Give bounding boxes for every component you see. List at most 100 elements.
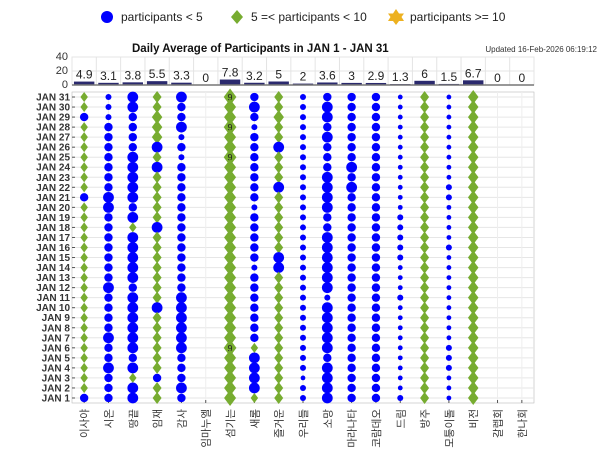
- participant-marker-circle: [397, 104, 403, 110]
- participant-marker-diamond: [420, 201, 430, 214]
- participant-marker-diamond: [420, 291, 430, 304]
- participant-marker-circle: [397, 335, 403, 341]
- participant-marker-circle: [300, 214, 306, 221]
- participant-marker-circle: [104, 223, 113, 232]
- participant-marker-circle: [446, 305, 452, 311]
- participant-marker-diamond: [467, 100, 479, 115]
- participant-marker-diamond: [152, 201, 162, 214]
- participant-marker-circle: [397, 265, 403, 270]
- participant-marker-circle: [371, 313, 381, 322]
- participant-marker-diamond: [80, 102, 88, 113]
- participant-marker-diamond: [420, 381, 430, 394]
- participant-marker-diamond: [467, 140, 479, 155]
- participant-marker-diamond: [224, 189, 237, 206]
- participant-marker-diamond: [80, 382, 88, 393]
- day-label: JAN 2: [42, 383, 71, 394]
- participant-marker-circle: [127, 171, 139, 183]
- participant-marker-diamond: [224, 319, 237, 336]
- legend-diamond-icon: [231, 10, 243, 24]
- participant-marker-circle: [104, 132, 113, 142]
- participant-marker-diamond: [274, 271, 284, 284]
- participant-marker-diamond: [420, 261, 430, 274]
- participant-marker-circle: [371, 383, 381, 393]
- participant-marker-circle: [127, 212, 139, 223]
- participant-marker-diamond: [80, 162, 88, 173]
- participant-marker-circle: [397, 194, 403, 200]
- participant-marker-circle: [371, 203, 381, 212]
- participant-marker-circle: [371, 363, 381, 373]
- participant-marker-diamond: [224, 219, 237, 236]
- participant-marker-circle: [300, 124, 306, 131]
- participant-marker-diamond: [467, 260, 479, 275]
- day-label: JAN 31: [36, 93, 70, 104]
- participant-marker-diamond: [274, 221, 284, 234]
- bar: [244, 82, 265, 85]
- group-label: 모퉁이돌: [444, 409, 456, 448]
- participant-marker-diamond: [224, 269, 237, 286]
- participant-marker-circle: [300, 344, 306, 351]
- participant-marker-circle: [397, 254, 404, 261]
- bar-value-label: 6: [421, 67, 428, 81]
- participant-marker-diamond: [80, 272, 88, 283]
- participant-marker-circle: [397, 124, 403, 130]
- legend: participants < 5 5 =< participants < 10 …: [101, 9, 506, 25]
- participant-marker-circle: [445, 194, 452, 201]
- participant-marker-diamond: [224, 209, 237, 226]
- participant-marker-diamond: [152, 361, 162, 374]
- participant-marker-circle: [397, 365, 403, 371]
- participant-marker-circle: [371, 303, 381, 312]
- participant-marker-diamond: [80, 172, 88, 183]
- participant-marker-circle: [104, 142, 113, 152]
- participant-marker-circle: [371, 153, 381, 162]
- participant-marker-circle: [300, 104, 306, 111]
- participant-marker-diamond: [224, 389, 237, 406]
- participant-marker-circle: [346, 181, 358, 193]
- bar: [219, 79, 241, 85]
- participant-marker-diamond: [152, 251, 162, 264]
- participant-marker-circle: [321, 372, 333, 384]
- participant-marker-diamond: [420, 131, 430, 144]
- participant-marker-circle: [300, 314, 306, 321]
- day-label: JAN 18: [36, 223, 70, 234]
- participant-marker-diamond: [224, 369, 237, 386]
- participant-marker-diamond: [420, 341, 430, 354]
- participant-marker-circle: [104, 233, 113, 242]
- participant-marker-diamond: [467, 120, 479, 135]
- participant-marker-circle: [250, 173, 259, 182]
- participant-marker-diamond: [420, 141, 430, 154]
- participant-marker-diamond: [420, 351, 430, 364]
- group-label: 즐거운: [274, 409, 286, 438]
- day-label: JAN 12: [36, 283, 70, 294]
- bar: [146, 81, 168, 85]
- participant-marker-circle: [104, 122, 113, 132]
- participant-marker-circle: [300, 384, 306, 391]
- participant-marker-circle: [397, 164, 403, 170]
- participant-marker-circle: [300, 144, 306, 151]
- participant-marker-circle: [347, 233, 356, 242]
- participant-marker-circle: [250, 303, 259, 312]
- participant-marker-diamond: [420, 361, 430, 374]
- day-label: JAN 27: [36, 133, 70, 144]
- participant-marker-circle: [371, 333, 381, 342]
- marker-value-label: 9: [228, 93, 233, 103]
- participant-marker-circle: [321, 101, 333, 113]
- participant-marker-diamond: [80, 312, 88, 323]
- participant-marker-circle: [300, 234, 306, 241]
- bar: [268, 81, 289, 85]
- participant-marker-diamond: [274, 371, 284, 384]
- participant-marker-diamond: [420, 111, 430, 124]
- day-label: JAN 13: [36, 273, 70, 284]
- participant-marker-circle: [104, 243, 113, 252]
- participant-marker-circle: [300, 375, 306, 381]
- participant-marker-circle: [127, 191, 139, 203]
- participant-marker-diamond: [80, 142, 88, 153]
- participant-marker-diamond: [467, 300, 479, 315]
- participant-marker-circle: [152, 373, 162, 383]
- participant-marker-circle: [300, 324, 306, 331]
- participant-marker-circle: [321, 111, 333, 123]
- day-label: JAN 23: [36, 173, 70, 184]
- participant-marker-circle: [250, 193, 259, 202]
- marker-value-label: 9: [228, 153, 233, 163]
- participant-marker-diamond: [467, 190, 479, 205]
- participant-marker-diamond: [152, 311, 162, 324]
